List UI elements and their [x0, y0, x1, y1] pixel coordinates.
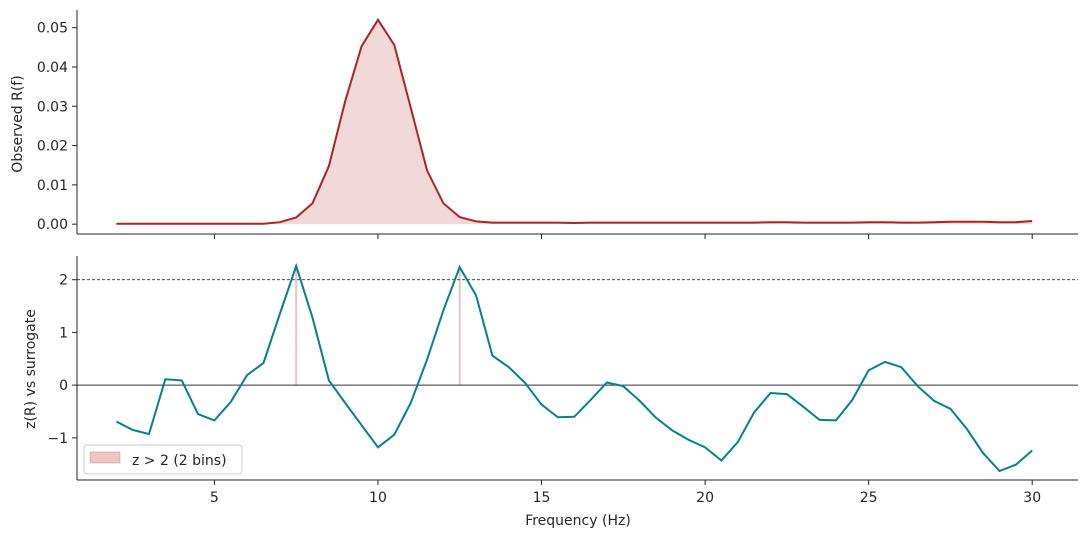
bottom-series-line — [115, 262, 1033, 473]
legend-frame — [83, 444, 243, 475]
highlight-bin — [458, 267, 461, 386]
top-x-ticks — [213, 234, 1033, 239]
top-y-tick-label: 0.04 — [37, 60, 68, 76]
bottom-y-tick-label: 1 — [59, 325, 68, 341]
bottom-x-tick-label: 30 — [1023, 490, 1041, 506]
bottom-y-tick-label: 2 — [59, 273, 68, 289]
top-y-tick-label: 0.01 — [37, 178, 68, 194]
bottom-x-tick-label: 5 — [210, 490, 219, 506]
bottom-y-axis-label: z(R) vs surrogate — [23, 309, 39, 429]
bottom-x-tick-label: 20 — [696, 490, 714, 506]
top-y-ticks: 0.00 0.01 0.02 0.03 0.04 0.05 — [37, 21, 77, 233]
bottom-y-tick-label: 0 — [59, 378, 68, 394]
bottom-x-tick-label: 15 — [533, 490, 551, 506]
highlight-bins — [295, 266, 461, 386]
bottom-x-axis-label: Frequency (Hz) — [525, 513, 631, 529]
bottom-y-tick-label: −1 — [47, 431, 68, 447]
legend: z > 2 (2 bins) — [83, 444, 243, 475]
top-panel: 0.00 0.01 0.02 0.03 0.04 0.05 Observed R(f) — [10, 10, 1078, 239]
bottom-y-ticks: −1 0 1 2 — [47, 273, 77, 447]
top-area-fill — [116, 19, 1033, 225]
bottom-panel: −1 0 1 2 5 10 15 20 25 30 z(R) vs surrogate Freq… — [23, 256, 1078, 529]
legend-swatch — [89, 451, 121, 464]
bottom-x-tick-label: 25 — [860, 490, 878, 506]
top-y-tick-label: 0.03 — [37, 99, 68, 115]
bottom-x-ticks: 5 10 15 20 25 30 — [210, 480, 1041, 506]
top-y-tick-label: 0.02 — [37, 139, 68, 155]
top-series-line — [116, 17, 1033, 225]
top-y-tick-label: 0.00 — [37, 217, 68, 233]
highlight-bin — [295, 266, 298, 386]
top-y-axis-label: Observed R(f) — [10, 75, 26, 172]
bottom-x-tick-label: 10 — [369, 490, 387, 506]
legend-label: z > 2 (2 bins) — [132, 453, 227, 469]
top-y-tick-label: 0.05 — [37, 21, 68, 37]
